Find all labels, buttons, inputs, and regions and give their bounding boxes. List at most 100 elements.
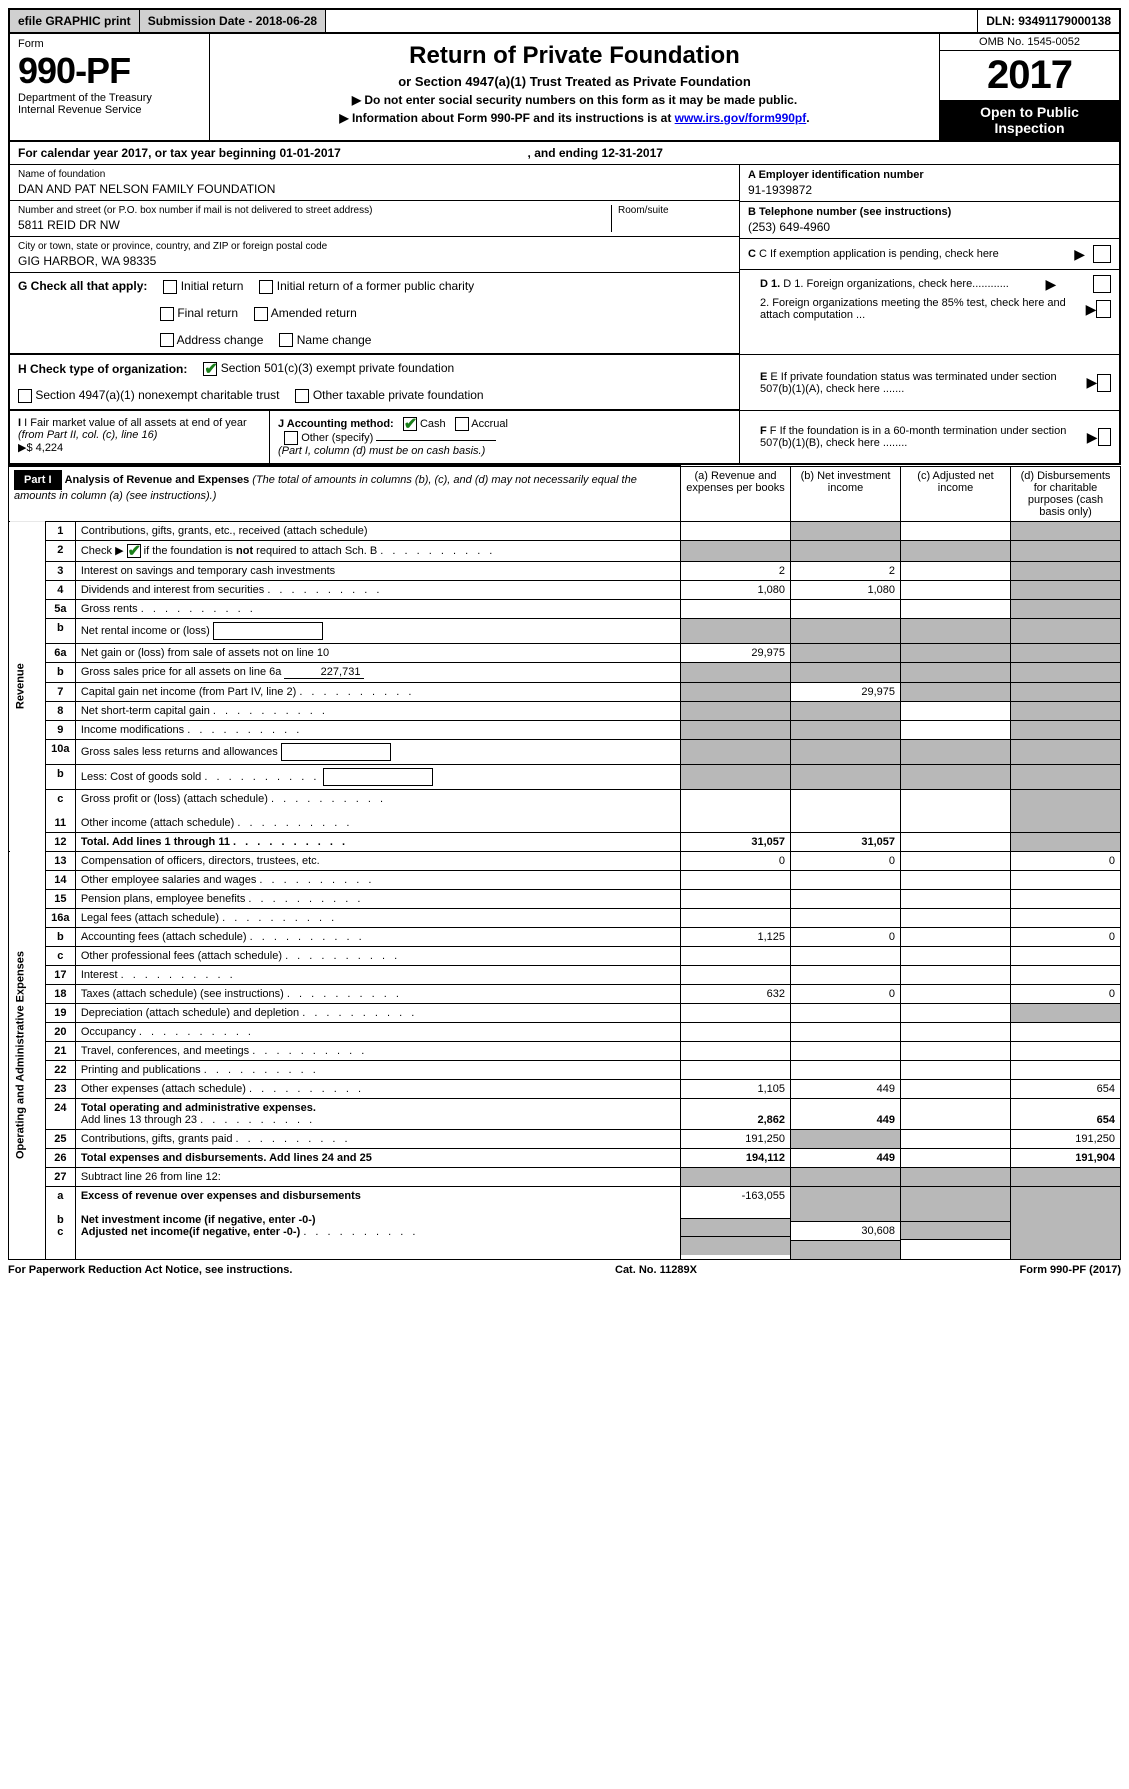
line-27c-desc: Adjusted net income(if negative, enter -… bbox=[81, 1226, 300, 1238]
line-10b-desc: Less: Cost of goods sold bbox=[81, 771, 201, 783]
row-1: Revenue 1 Contributions, gifts, grants, … bbox=[9, 521, 1121, 540]
f-section: F F If the foundation is in a 60-month t… bbox=[739, 411, 1119, 463]
j-label: J Accounting method: bbox=[278, 418, 394, 430]
row-10a: 10a Gross sales less returns and allowan… bbox=[9, 739, 1121, 764]
addr-change-cb[interactable] bbox=[160, 333, 174, 347]
row-27: 27Subtract line 26 from line 12: bbox=[9, 1167, 1121, 1186]
cash-cb[interactable] bbox=[403, 417, 417, 431]
city-value: GIG HARBOR, WA 98335 bbox=[18, 254, 731, 268]
footer-center: Cat. No. 11289X bbox=[615, 1264, 697, 1276]
row-9: 9 Income modifications bbox=[9, 720, 1121, 739]
line-25-no: 25 bbox=[45, 1129, 75, 1148]
other-taxable-cb[interactable] bbox=[295, 389, 309, 403]
line-19-desc: Depreciation (attach schedule) and deple… bbox=[81, 1007, 299, 1019]
line-20-no: 20 bbox=[45, 1022, 75, 1041]
line-1-no: 1 bbox=[45, 521, 75, 540]
line-10a-no: 10a bbox=[45, 739, 75, 764]
header-left: Form 990-PF Department of the Treasury I… bbox=[10, 34, 210, 140]
line-4-a: 1,080 bbox=[681, 580, 791, 599]
efile-print-button[interactable]: efile GRAPHIC print bbox=[10, 10, 140, 32]
h-label: H Check type of organization: bbox=[18, 362, 187, 376]
line-6a-a: 29,975 bbox=[681, 643, 791, 662]
accrual-cb[interactable] bbox=[455, 417, 469, 431]
4947-cb[interactable] bbox=[18, 389, 32, 403]
cogs-box[interactable] bbox=[323, 768, 433, 786]
line-2-no: 2 bbox=[45, 540, 75, 561]
name-change-cb[interactable] bbox=[279, 333, 293, 347]
line-9-no: 9 bbox=[45, 720, 75, 739]
schb-checkbox[interactable] bbox=[127, 544, 141, 558]
501c3-cb[interactable] bbox=[203, 362, 217, 376]
line-24-b: 449 bbox=[791, 1098, 901, 1129]
calyear-begin: 01-01-2017 bbox=[279, 146, 340, 160]
amended-return-cb[interactable] bbox=[254, 307, 268, 321]
final-return-label: Final return bbox=[177, 306, 238, 320]
h-check-row: H Check type of organization: Section 50… bbox=[10, 355, 739, 382]
row-26: 26 Total expenses and disbursements. Add… bbox=[9, 1148, 1121, 1167]
line-21-desc: Travel, conferences, and meetings bbox=[81, 1045, 249, 1057]
part1-table: Part I Analysis of Revenue and Expenses … bbox=[8, 465, 1121, 1260]
dept-irs: Internal Revenue Service bbox=[18, 104, 201, 116]
c-exemption-row: C C If exemption application is pending,… bbox=[740, 239, 1119, 270]
line-3-desc: Interest on savings and temporary cash i… bbox=[75, 561, 680, 580]
gross-sales-box[interactable] bbox=[281, 743, 391, 761]
line-23-desc: Other expenses (attach schedule) bbox=[81, 1083, 246, 1095]
line-14-no: 14 bbox=[45, 870, 75, 889]
row-21: 21Travel, conferences, and meetings bbox=[9, 1041, 1121, 1060]
footer: For Paperwork Reduction Act Notice, see … bbox=[8, 1260, 1121, 1280]
line-20-desc: Occupancy bbox=[81, 1026, 136, 1038]
line-7-b: 29,975 bbox=[791, 682, 901, 701]
fmv-value: 4,224 bbox=[36, 442, 64, 454]
city-row: City or town, state or province, country… bbox=[10, 237, 739, 273]
rental-income-box[interactable] bbox=[213, 622, 323, 640]
initial-former-cb[interactable] bbox=[259, 280, 273, 294]
e-checkbox[interactable] bbox=[1097, 374, 1111, 392]
d1-checkbox[interactable] bbox=[1093, 275, 1111, 293]
d2-checkbox[interactable] bbox=[1096, 300, 1111, 318]
address-row: Number and street (or P.O. box number if… bbox=[10, 201, 739, 237]
row-18: 18Taxes (attach schedule) (see instructi… bbox=[9, 984, 1121, 1003]
h-check-row2: Section 4947(a)(1) nonexempt charitable … bbox=[10, 382, 739, 410]
c-checkbox[interactable] bbox=[1093, 245, 1111, 263]
foundation-name-row: Name of foundation DAN AND PAT NELSON FA… bbox=[10, 165, 739, 201]
line-22-desc: Printing and publications bbox=[81, 1064, 201, 1076]
line-18-b: 0 bbox=[791, 984, 901, 1003]
row-19: 19 Depreciation (attach schedule) and dep… bbox=[9, 1003, 1121, 1022]
line-4-desc: Dividends and interest from securities bbox=[81, 584, 264, 596]
topbar-spacer bbox=[326, 10, 978, 32]
name-change-label: Name change bbox=[297, 333, 372, 347]
calendar-year-row: For calendar year 2017, or tax year begi… bbox=[10, 142, 1119, 165]
line-25-d: 191,250 bbox=[1011, 1129, 1121, 1148]
initial-return-cb[interactable] bbox=[163, 280, 177, 294]
other-taxable-label: Other taxable private foundation bbox=[313, 388, 484, 402]
info-left: Name of foundation DAN AND PAT NELSON FA… bbox=[10, 165, 739, 273]
other-method-cb[interactable] bbox=[284, 431, 298, 445]
line-12-desc: Total. Add lines 1 through 11 bbox=[81, 836, 230, 848]
phone-value: (253) 649-4960 bbox=[748, 220, 1111, 234]
line-27c-no: c bbox=[57, 1226, 63, 1238]
line-12-a: 31,057 bbox=[681, 832, 791, 851]
line-23-no: 23 bbox=[45, 1079, 75, 1098]
row-16b: bAccounting fees (attach schedule) 1,125… bbox=[9, 927, 1121, 946]
other-method-field[interactable] bbox=[376, 440, 496, 441]
other-method-label: Other (specify) bbox=[301, 432, 373, 444]
row-10c-11: c11 Gross profit or (loss) (attach sched… bbox=[9, 789, 1121, 832]
row-4: 4 Dividends and interest from securities… bbox=[9, 580, 1121, 599]
line-2-desc: Check ▶ if the foundation is not require… bbox=[75, 540, 680, 561]
line-16a-no: 16a bbox=[45, 908, 75, 927]
line-13-a: 0 bbox=[681, 851, 791, 870]
line-3-a: 2 bbox=[681, 561, 791, 580]
f-checkbox[interactable] bbox=[1098, 428, 1111, 446]
line-19-no: 19 bbox=[45, 1003, 75, 1022]
arrow-icon: ▶ bbox=[1074, 246, 1085, 263]
part1-badge: Part I bbox=[14, 470, 62, 490]
line-23-a: 1,105 bbox=[681, 1079, 791, 1098]
line-5b-desc: Net rental income or (loss) bbox=[81, 625, 210, 637]
line-12-b: 31,057 bbox=[791, 832, 901, 851]
final-return-cb[interactable] bbox=[160, 307, 174, 321]
calyear-pre: For calendar year 2017, or tax year begi… bbox=[18, 146, 279, 160]
room-label: Room/suite bbox=[618, 205, 731, 216]
ein-label: A Employer identification number bbox=[748, 169, 1111, 181]
i-arrow: ▶$ bbox=[18, 442, 33, 454]
instructions-link[interactable]: www.irs.gov/form990pf bbox=[675, 111, 807, 125]
